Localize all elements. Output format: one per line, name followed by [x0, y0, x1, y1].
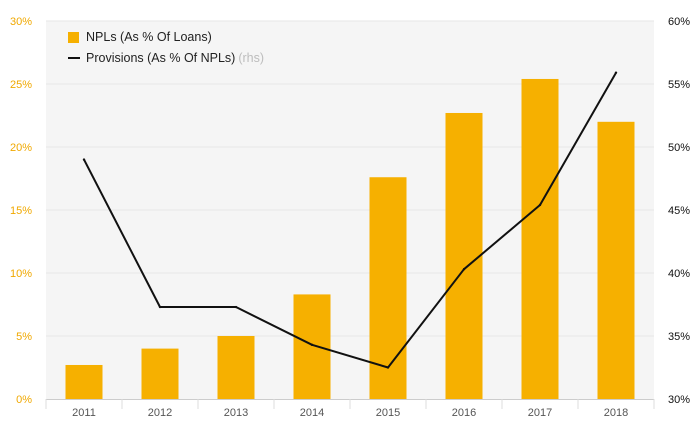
line-point	[82, 158, 86, 161]
legend-label-npls: NPLs (As % Of Loans)	[86, 30, 212, 44]
y-right-tick-label: 40%	[668, 268, 690, 280]
bar	[369, 177, 407, 399]
legend-label-rhs: (rhs)	[238, 51, 265, 65]
bar	[521, 78, 559, 400]
line-point	[462, 268, 466, 271]
legend-label-provisions: Provisions (As % Of NPLs)	[86, 51, 236, 65]
legend-item-npls: NPLs (As % Of Loans)	[68, 27, 264, 47]
y-right-tick-label: 55%	[668, 79, 690, 91]
x-tick-label: 2015	[376, 407, 400, 419]
x-tick-label: 2017	[528, 407, 552, 419]
y-right-tick-label: 60%	[668, 16, 690, 28]
x-tick-label: 2014	[300, 407, 324, 419]
bar	[597, 121, 635, 400]
y-left-tick-label: 5%	[16, 331, 32, 343]
x-tick-label: 2011	[72, 407, 96, 419]
provisions-line	[83, 72, 617, 369]
x-tick-label: 2013	[224, 407, 248, 419]
y-left-tick-label: 0%	[16, 394, 32, 406]
legend: NPLs (As % Of Loans) Provisions (As % Of…	[68, 27, 264, 69]
bar	[293, 294, 331, 399]
y-left-tick-label: 30%	[10, 16, 32, 28]
x-tick-label: 2016	[452, 407, 476, 419]
y-left-tick-label: 10%	[10, 268, 32, 280]
y-left-tick-label: 25%	[10, 79, 32, 91]
bar	[217, 336, 255, 399]
legend-swatch-line	[68, 57, 80, 59]
line-point	[386, 366, 390, 369]
line-point	[158, 305, 162, 309]
line-point	[234, 305, 238, 309]
bar	[445, 112, 483, 399]
line-point	[310, 343, 314, 347]
line-point	[614, 71, 618, 74]
y-left-tick-label: 20%	[10, 142, 32, 154]
y-left-tick-label: 15%	[10, 205, 32, 217]
legend-item-provisions: Provisions (As % Of NPLs) (rhs)	[68, 48, 264, 68]
legend-swatch-bars	[68, 31, 79, 43]
y-right-tick-label: 45%	[668, 205, 690, 217]
bar	[65, 364, 103, 399]
y-right-tick-label: 50%	[668, 142, 690, 154]
line-point	[538, 203, 542, 207]
y-right-tick-label: 30%	[668, 394, 690, 406]
y-right-tick-label: 35%	[668, 331, 690, 343]
bar	[141, 348, 179, 399]
x-tick-label: 2012	[148, 407, 172, 419]
x-tick-label: 2018	[604, 407, 628, 419]
